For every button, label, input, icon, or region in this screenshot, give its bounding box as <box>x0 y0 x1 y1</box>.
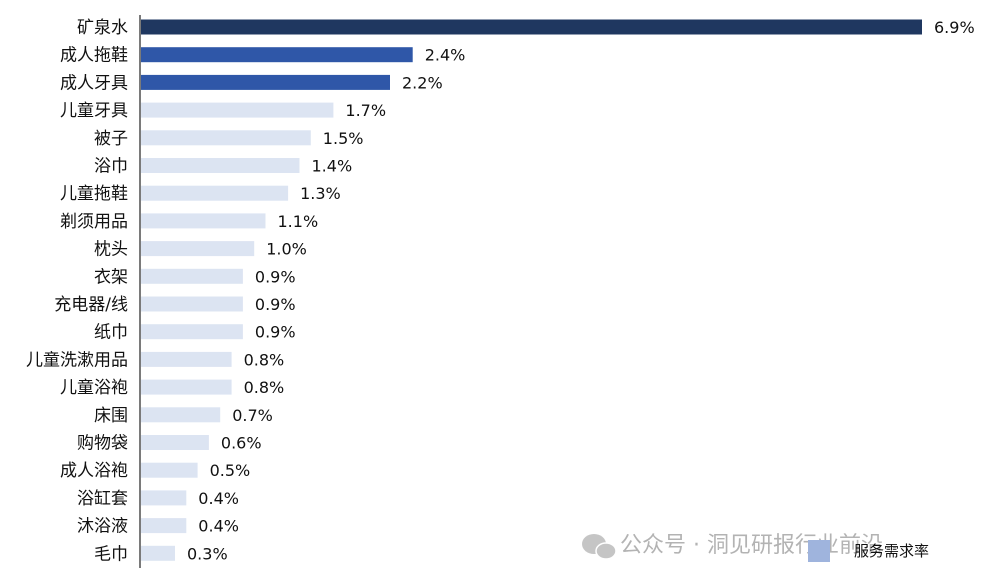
value-label: 0.9% <box>255 295 296 314</box>
bar <box>141 47 413 63</box>
category-label: 儿童浴袍 <box>60 378 128 398</box>
bar <box>141 158 300 173</box>
bar <box>141 268 243 284</box>
watermark-text: 公众号 · 洞见研报行业前沿 <box>620 533 883 558</box>
category-label: 纸巾 <box>94 323 128 343</box>
legend-swatch <box>808 540 830 562</box>
bar <box>141 518 187 534</box>
value-label: 2.2% <box>402 73 443 92</box>
category-label: 成人浴袍 <box>60 461 128 481</box>
category-labels-group: 矿泉水成人拖鞋成人牙具儿童牙具被子浴巾儿童拖鞋剃须用品枕头衣架充电器/线纸巾儿童… <box>26 18 128 564</box>
value-label: 1.0% <box>266 240 307 259</box>
category-label: 枕头 <box>94 240 128 260</box>
bar <box>141 351 232 367</box>
value-label: 0.3% <box>187 544 228 563</box>
bar <box>141 102 334 118</box>
category-label: 剃须用品 <box>60 212 128 232</box>
bar <box>141 213 266 229</box>
value-label: 0.4% <box>198 517 239 536</box>
legend: 服务需求率 <box>808 540 929 562</box>
bar <box>141 324 243 340</box>
value-label: 0.8% <box>244 350 285 369</box>
category-label: 充电器/线 <box>54 295 128 315</box>
category-label: 儿童拖鞋 <box>60 184 128 204</box>
bar <box>141 545 175 561</box>
value-label: 0.9% <box>255 267 296 286</box>
value-label: 0.9% <box>255 323 296 342</box>
value-label: 0.5% <box>210 461 251 480</box>
bar <box>141 130 311 146</box>
value-label: 2.4% <box>425 46 466 65</box>
value-label: 1.5% <box>323 129 364 148</box>
bar <box>141 407 221 423</box>
bar <box>141 490 187 506</box>
category-label: 浴缸套 <box>77 488 128 509</box>
category-label: 床围 <box>94 406 128 426</box>
legend-label: 服务需求率 <box>854 542 929 560</box>
value-label: 1.4% <box>312 157 353 176</box>
bar <box>141 241 255 257</box>
value-label: 6.9% <box>934 18 975 37</box>
value-label: 0.6% <box>221 434 262 453</box>
category-label: 沐浴液 <box>77 517 128 537</box>
category-label: 儿童牙具 <box>60 101 128 121</box>
value-label: 0.7% <box>232 406 273 425</box>
bar <box>141 462 198 478</box>
bar <box>141 296 243 312</box>
category-label: 儿童洗漱用品 <box>26 350 128 370</box>
category-label: 衣架 <box>94 267 128 287</box>
wechat-icon <box>582 534 617 560</box>
value-labels-group: 6.9% 2.4% 2.2% 1.7% 1.5% 1.4% 1.3% 1.1% 1.0% 0.9%… <box>187 18 975 563</box>
bar <box>141 74 390 90</box>
category-label: 被子 <box>94 129 128 149</box>
category-label: 浴巾 <box>94 157 128 177</box>
bars-group <box>141 19 922 561</box>
category-label: 毛巾 <box>94 544 128 564</box>
category-label: 购物袋 <box>77 434 128 454</box>
value-label: 0.4% <box>198 489 239 508</box>
value-label: 1.3% <box>300 184 341 203</box>
value-label: 1.1% <box>278 212 319 231</box>
bar <box>141 185 289 201</box>
category-label: 矿泉水 <box>77 18 128 38</box>
bar <box>141 379 232 395</box>
watermark: 公众号 · 洞见研报行业前沿 <box>582 533 883 560</box>
category-label: 成人拖鞋 <box>60 46 128 66</box>
value-label: 0.8% <box>244 378 285 397</box>
bar <box>141 19 922 35</box>
value-label: 1.7% <box>345 101 386 120</box>
bar <box>141 435 209 450</box>
category-label: 成人牙具 <box>60 73 128 93</box>
